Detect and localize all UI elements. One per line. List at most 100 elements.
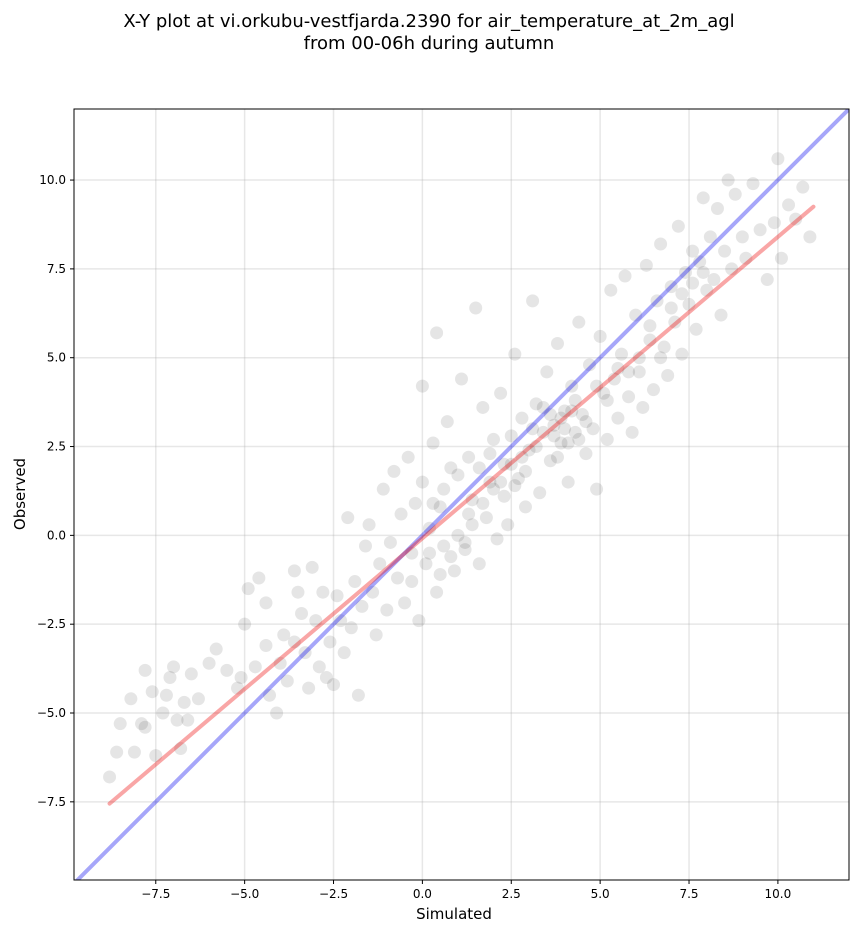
scatter-point <box>686 276 700 290</box>
scatter-point <box>497 489 511 503</box>
scatter-point <box>554 436 568 450</box>
scatter-point <box>575 408 589 422</box>
scatter-point <box>433 500 447 514</box>
scatter-point <box>298 646 312 660</box>
scatter-point <box>149 749 163 763</box>
scatter-point <box>444 550 458 564</box>
scatter-point <box>458 543 472 557</box>
scatter-point <box>138 663 152 677</box>
y-tick-label: 7.5 <box>47 262 66 276</box>
y-tick-label: 10.0 <box>39 173 66 187</box>
scatter-point <box>376 482 390 496</box>
scatter-point <box>476 496 490 510</box>
scatter-point <box>643 319 657 333</box>
scatter-point <box>654 351 668 365</box>
y-axis-label: Observed <box>11 457 29 531</box>
scatter-point <box>462 507 476 521</box>
scatter-point <box>490 532 504 546</box>
scatter-point <box>305 560 319 574</box>
y-tick-label: 0.0 <box>47 528 66 542</box>
scatter-point <box>220 663 234 677</box>
scatter-point <box>167 660 181 674</box>
scatter-point <box>782 198 796 212</box>
scatter-point <box>643 333 657 347</box>
scatter-point <box>550 336 564 350</box>
scatter-point <box>419 557 433 571</box>
scatter-point <box>451 528 465 542</box>
scatter-point <box>522 443 536 457</box>
scatter-point <box>529 397 543 411</box>
scatter-point <box>568 425 582 439</box>
scatter-point <box>163 670 177 684</box>
scatter-point <box>366 585 380 599</box>
scatter-point <box>231 681 245 695</box>
scatter-point <box>632 351 646 365</box>
scatter-point <box>238 617 252 631</box>
scatter-point <box>437 482 451 496</box>
scatter-point <box>103 770 117 784</box>
scatter-point <box>518 464 532 478</box>
scatter-point <box>550 450 564 464</box>
scatter-point <box>657 340 671 354</box>
scatter-point <box>714 308 728 322</box>
scatter-point <box>124 692 138 706</box>
x-tick-label: 2.5 <box>502 887 521 901</box>
scatter-point <box>344 621 358 635</box>
x-tick-label: 0.0 <box>413 887 432 901</box>
scatter-point <box>319 670 333 684</box>
scatter-point <box>202 656 216 670</box>
scatter-point <box>472 461 486 475</box>
scatter-point <box>622 365 636 379</box>
scatter-point <box>518 500 532 514</box>
scatter-point <box>526 294 540 308</box>
scatter-point <box>394 507 408 521</box>
scatter-point <box>650 294 664 308</box>
scatter-point <box>661 368 675 382</box>
scatter-point <box>462 450 476 464</box>
scatter-point <box>618 269 632 283</box>
scatter-point <box>156 706 170 720</box>
scatter-point <box>327 678 341 692</box>
x-tick-label: 5.0 <box>591 887 610 901</box>
scatter-point <box>295 607 309 621</box>
scatter-point <box>430 585 444 599</box>
scatter-point <box>565 379 579 393</box>
scatter-point <box>586 422 600 436</box>
scatter-point <box>675 347 689 361</box>
scatter-point <box>511 472 525 486</box>
scatter-point <box>433 567 447 581</box>
scatter-point <box>604 283 618 297</box>
scatter-point <box>174 742 188 756</box>
scatter-point <box>348 575 362 589</box>
scatter-point <box>710 201 724 215</box>
y-tick-label: −5.0 <box>37 706 66 720</box>
scatter-point <box>145 685 159 699</box>
scatter-point <box>543 454 557 468</box>
scatter-point <box>789 212 803 226</box>
scatter-point <box>696 191 710 205</box>
scatter-point <box>437 539 451 553</box>
scatter-point <box>405 575 419 589</box>
scatter-point <box>561 475 575 489</box>
scatter-point <box>515 411 529 425</box>
scatter-point <box>483 447 497 461</box>
scatter-point <box>515 450 529 464</box>
scatter-point <box>312 660 326 674</box>
scatter-point <box>579 447 593 461</box>
scatter-point <box>401 450 415 464</box>
scatter-point <box>337 646 351 660</box>
scatter-point <box>686 244 700 258</box>
scatter-point <box>362 518 376 532</box>
scatter-point <box>127 745 141 759</box>
scatter-point <box>287 635 301 649</box>
scatter-point <box>646 383 660 397</box>
scatter-point <box>526 422 540 436</box>
scatter-point <box>639 258 653 272</box>
scatter-point <box>536 425 550 439</box>
scatter-point <box>558 404 572 418</box>
scatter-point <box>572 432 586 446</box>
scatter-point <box>614 347 628 361</box>
scatter-point <box>113 717 127 731</box>
scatter-point <box>387 464 401 478</box>
